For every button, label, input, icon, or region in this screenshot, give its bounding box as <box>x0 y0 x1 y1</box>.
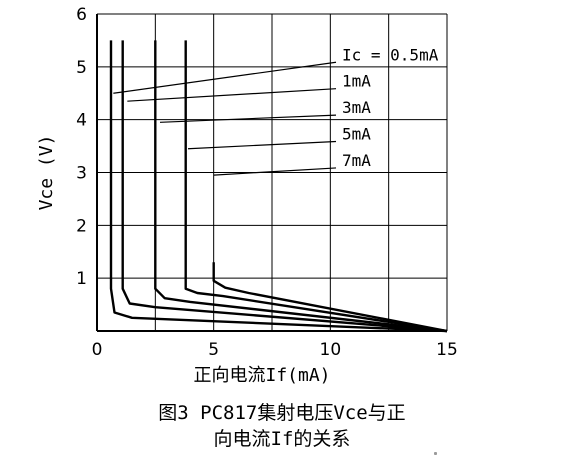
curve-series-5 <box>212 262 448 333</box>
annotation-label-5: 7mA <box>342 151 371 170</box>
leader-line-2 <box>127 88 337 102</box>
annotation-label-2: 1mA <box>342 72 371 91</box>
annotation-label-3: 3mA <box>342 98 371 117</box>
x-tick-label: 0 <box>92 340 103 360</box>
caption-line-1: 图3 PC817集射电压Vce与正 <box>158 402 406 424</box>
leader-lines <box>113 61 337 176</box>
x-axis-title: 正向电流If(mA) <box>193 365 330 386</box>
watermark-mark <box>434 452 437 455</box>
curves <box>109 40 448 333</box>
leader-line-3 <box>159 114 337 123</box>
y-tick-label: 6 <box>76 5 87 25</box>
vce-if-chart: 0 5 10 15 1 2 3 4 5 6 Ic = 0.5mA 1mA 3mA 5mA 7mA Vce (… <box>36 5 458 386</box>
y-tick-label: 4 <box>76 111 87 131</box>
y-axis-title: Vce (V) <box>36 135 57 211</box>
curve-series-2 <box>121 40 448 333</box>
leader-line-4 <box>187 140 337 150</box>
x-tick-label: 5 <box>208 340 219 360</box>
x-tick-label: 10 <box>320 340 342 360</box>
curve-series-1 <box>109 40 448 333</box>
x-tick-label: 15 <box>436 340 458 360</box>
leader-line-5 <box>213 167 337 176</box>
caption-line-2: 向电流If的关系 <box>213 428 351 450</box>
curve-series-4 <box>184 40 448 333</box>
y-tick-label: 5 <box>76 58 87 78</box>
curve-series-3 <box>154 40 448 333</box>
leader-line-1 <box>113 61 337 94</box>
y-tick-label: 1 <box>76 269 87 289</box>
labels: 0 5 10 15 1 2 3 4 5 6 Ic = 0.5mA 1mA 3mA 5mA 7mA <box>76 5 458 360</box>
annotation-label-4: 5mA <box>342 125 371 144</box>
annotation-label-1: Ic = 0.5mA <box>342 45 439 64</box>
figure-caption: 图3 PC817集射电压Vce与正 向电流If的关系 <box>92 400 472 452</box>
y-tick-label: 2 <box>76 216 87 236</box>
y-tick-label: 3 <box>76 164 87 184</box>
